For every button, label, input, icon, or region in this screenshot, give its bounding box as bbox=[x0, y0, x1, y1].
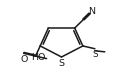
Text: HO: HO bbox=[31, 53, 45, 62]
Text: N: N bbox=[87, 7, 94, 16]
Text: S: S bbox=[58, 59, 64, 68]
Text: S: S bbox=[91, 50, 97, 59]
Text: O: O bbox=[20, 55, 28, 64]
